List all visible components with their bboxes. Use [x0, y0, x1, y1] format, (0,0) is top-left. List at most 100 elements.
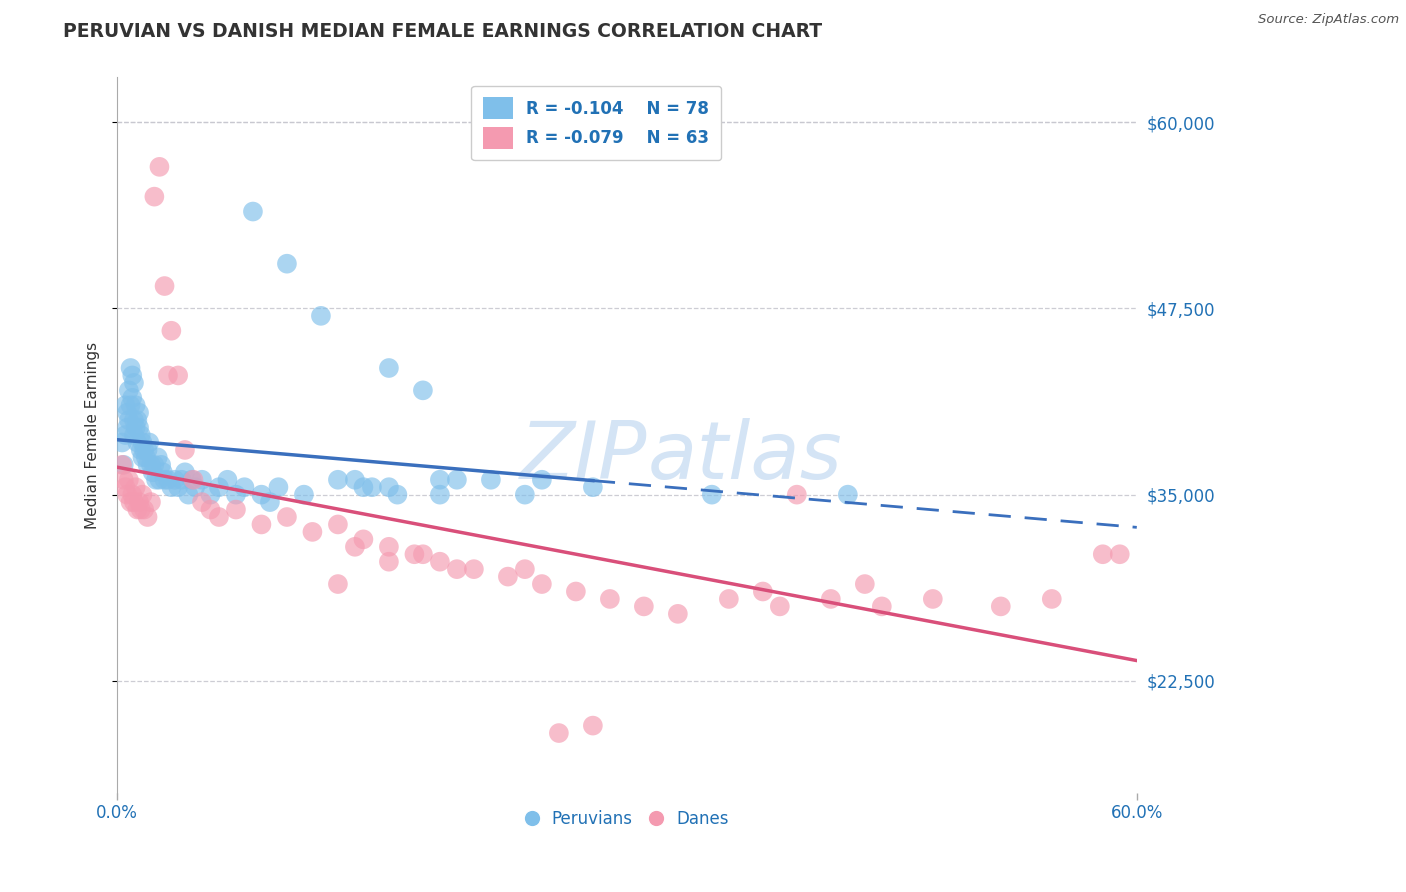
Point — [267, 480, 290, 494]
Point — [378, 480, 401, 494]
Point — [191, 495, 214, 509]
Point — [128, 495, 150, 509]
Point — [633, 599, 655, 614]
Point — [599, 591, 621, 606]
Point — [990, 599, 1012, 614]
Point — [191, 473, 214, 487]
Point — [429, 555, 451, 569]
Point — [143, 458, 166, 472]
Point — [326, 473, 349, 487]
Point — [180, 473, 202, 487]
Point — [208, 510, 231, 524]
Point — [122, 495, 145, 509]
Point — [177, 488, 200, 502]
Point — [138, 435, 160, 450]
Point — [870, 599, 893, 614]
Point — [170, 473, 193, 487]
Point — [120, 398, 142, 412]
Point — [700, 488, 723, 502]
Point — [752, 584, 775, 599]
Point — [717, 591, 740, 606]
Point — [127, 413, 149, 427]
Point — [122, 428, 145, 442]
Point — [127, 502, 149, 516]
Point — [225, 502, 247, 516]
Point — [136, 458, 159, 472]
Point — [378, 540, 401, 554]
Point — [150, 458, 173, 472]
Point — [343, 473, 366, 487]
Point — [479, 473, 502, 487]
Text: atlas: atlas — [647, 417, 842, 495]
Point — [148, 160, 170, 174]
Point — [115, 488, 138, 502]
Point — [513, 488, 536, 502]
Point — [122, 376, 145, 390]
Point — [404, 547, 426, 561]
Point — [786, 488, 808, 502]
Point — [513, 562, 536, 576]
Point — [352, 533, 374, 547]
Point — [582, 718, 605, 732]
Point — [152, 465, 174, 479]
Y-axis label: Median Female Earnings: Median Female Earnings — [86, 342, 100, 529]
Point — [1108, 547, 1130, 561]
Point — [131, 435, 153, 450]
Point — [217, 473, 239, 487]
Point — [118, 384, 141, 398]
Point — [148, 473, 170, 487]
Point — [127, 435, 149, 450]
Point — [153, 473, 176, 487]
Point — [301, 524, 323, 539]
Point — [174, 465, 197, 479]
Point — [153, 279, 176, 293]
Point — [115, 406, 138, 420]
Point — [112, 458, 135, 472]
Point — [446, 562, 468, 576]
Point — [184, 480, 207, 494]
Point — [565, 584, 588, 599]
Point — [837, 488, 859, 502]
Point — [496, 569, 519, 583]
Point — [118, 413, 141, 427]
Point — [120, 495, 142, 509]
Point — [122, 413, 145, 427]
Point — [121, 368, 143, 383]
Point — [530, 577, 553, 591]
Point — [131, 450, 153, 465]
Point — [446, 473, 468, 487]
Point — [387, 488, 409, 502]
Point — [343, 540, 366, 554]
Point — [463, 562, 485, 576]
Point — [378, 555, 401, 569]
Point — [352, 480, 374, 494]
Point — [121, 391, 143, 405]
Point — [136, 442, 159, 457]
Point — [1091, 547, 1114, 561]
Point — [183, 473, 205, 487]
Point — [136, 510, 159, 524]
Point — [114, 480, 136, 494]
Point — [129, 428, 152, 442]
Point — [128, 406, 150, 420]
Point — [167, 368, 190, 383]
Point — [242, 204, 264, 219]
Point — [114, 428, 136, 442]
Point — [292, 488, 315, 502]
Legend: Peruvians, Danes: Peruvians, Danes — [519, 803, 735, 834]
Point — [111, 458, 134, 472]
Point — [112, 473, 135, 487]
Point — [129, 442, 152, 457]
Point — [156, 368, 179, 383]
Point — [128, 420, 150, 434]
Point — [769, 599, 792, 614]
Point — [120, 361, 142, 376]
Point — [124, 398, 146, 412]
Point — [124, 420, 146, 434]
Point — [378, 361, 401, 376]
Point — [666, 607, 689, 621]
Point — [361, 480, 384, 494]
Point — [326, 577, 349, 591]
Point — [160, 480, 183, 494]
Point — [124, 480, 146, 494]
